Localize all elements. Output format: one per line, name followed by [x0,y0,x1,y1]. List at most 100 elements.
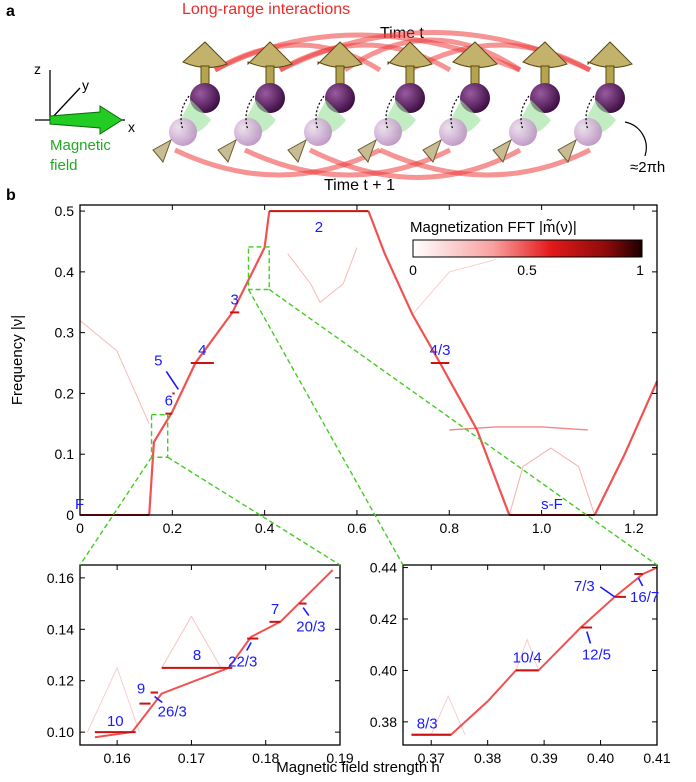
spin-light-sphere-icon [509,118,537,146]
zoom-connector [268,288,658,566]
spin-dark-sphere-icon [395,83,425,113]
fft-background-traces [86,569,334,739]
rotation-path [180,95,190,131]
x-tick-label: 1.2 [624,520,644,536]
zoom-connector [79,456,153,566]
plateau-label-arrow [599,586,616,598]
spin-light-sphere-icon [574,118,602,146]
spin-down-cone-icon [217,138,237,163]
plateau-label-arrow [637,577,644,587]
spin-pair-2 [287,41,363,163]
axis-z-label: z [34,61,41,77]
spin-pair-4 [422,41,498,163]
y-tick-label: 0.38 [370,714,397,730]
x-tick-label: 0.38 [474,750,501,766]
main-plot: 0 0.2 0.4 0.6 0.8 1.0 1.2 0 0.1 0.2 0.3 0.4 0.5 F 6 5 4 3… [55,203,659,536]
rotation-path [315,95,325,131]
long-range-label: Long-range interactions [182,1,350,18]
fft-trace [430,694,466,735]
plateau-label-arrow [302,607,310,617]
plot-frame [79,204,658,516]
x-tick-label: 0.39 [530,750,557,766]
y-tick-label: 0.1 [55,446,75,462]
x-tick-label: 1.0 [532,520,552,536]
plateau-label: 4/3 [430,342,451,359]
zoom-plot-left: 0.16 0.17 0.18 0.19 0.10 0.12 0.14 0.16 10 9 26/3 8… [47,564,354,766]
spin-pair-1 [217,41,293,163]
rotation-path [245,95,255,131]
panel-a: a Long-range interactions Time t Time t … [6,1,665,194]
x-tick-label: 0.17 [178,750,205,766]
colorbar-gradient [412,239,643,258]
plateau-label: 26/3 [158,704,187,721]
interaction-arcs [173,30,592,180]
x-axis-label: Magnetic field strength h [276,759,439,776]
plateau-label: 12/5 [582,646,611,663]
spin-light-sphere-icon [169,118,197,146]
x-tick-label: 0.8 [440,520,460,536]
y-tick-label: 0.14 [47,621,74,637]
plateau-label: 6 [165,393,173,410]
spin-chain [152,41,633,163]
panel-b-letter: b [6,187,16,204]
plot-frame [402,564,658,746]
plateau-label-arrow [246,642,252,651]
spin-down-cone-icon [357,138,377,163]
x-tick-label: 0.37 [418,750,445,766]
spin-dark-sphere-icon [325,83,355,113]
x-tick-label: 0.6 [347,520,367,536]
zoom-connector [247,289,404,566]
y-tick-label: 0.5 [55,203,75,219]
y-tick-label: 0.12 [47,673,74,689]
fft-trace [86,666,140,733]
plateau-label: F [75,496,84,513]
plateau-label: 2 [315,219,323,236]
spin-down-cone-icon [422,138,442,163]
plateau-label: 9 [137,681,145,698]
spin-dark-sphere-icon [595,83,625,113]
plateau-label: 20/3 [296,619,325,636]
plateau-label-arrow [586,631,592,644]
fft-trace [412,259,496,315]
x-tick-label: 0.2 [163,520,183,536]
x-tick-label: 0.40 [587,750,614,766]
axis-y-label: y [82,77,89,93]
zoom-box-1 [150,414,169,458]
spin-up-cone-icon [182,41,228,68]
rotation-path [450,95,460,131]
zoom-plot-right: 0.37 0.38 0.39 0.40 0.41 0.38 0.40 0.42 0.44 8/3 1… [370,560,671,766]
rotation-path [585,95,595,131]
spin-light-sphere-icon [234,118,262,146]
plateau-label: 3 [230,291,238,308]
spin-down-cone-icon [152,138,172,163]
y-tick-label: 0.44 [370,560,397,576]
colorbar-tick-0: 0 [409,262,417,278]
spin-dark-sphere-icon [255,83,285,113]
magnetic-field-arrow-icon [49,105,123,135]
y-tick-label: 0.42 [370,611,397,627]
fft-trace [94,569,334,739]
spin-pair-6 [557,41,633,163]
plateau-label: 5 [154,352,162,369]
fft-trace [161,615,222,669]
plateau-label: 8 [193,647,201,664]
colorbar: Magnetization FFT |m̃(ν)| 0 0.5 1 [409,219,644,278]
rotation-path [520,95,530,131]
plateau-label: 10 [107,713,124,730]
spin-light-sphere-icon [439,118,467,146]
x-tick-label: 0.4 [255,520,275,536]
fft-trace [367,210,511,516]
plateau-label: 22/3 [228,654,257,671]
panel-a-letter: a [6,3,15,20]
plateau-label: 8/3 [417,716,438,733]
y-tick-label: 0.40 [370,662,397,678]
fft-trace [515,638,539,671]
colorbar-title: Magnetization FFT |m̃(ν)| [410,219,577,236]
x-tick-label: 0.18 [252,750,279,766]
fft-trace [593,380,659,516]
rotation-pointer-arrow [624,121,647,157]
plateau-label-arrow [165,370,179,390]
plateau-label: 16/7 [630,589,659,606]
plateau-label: 7/3 [574,578,595,595]
